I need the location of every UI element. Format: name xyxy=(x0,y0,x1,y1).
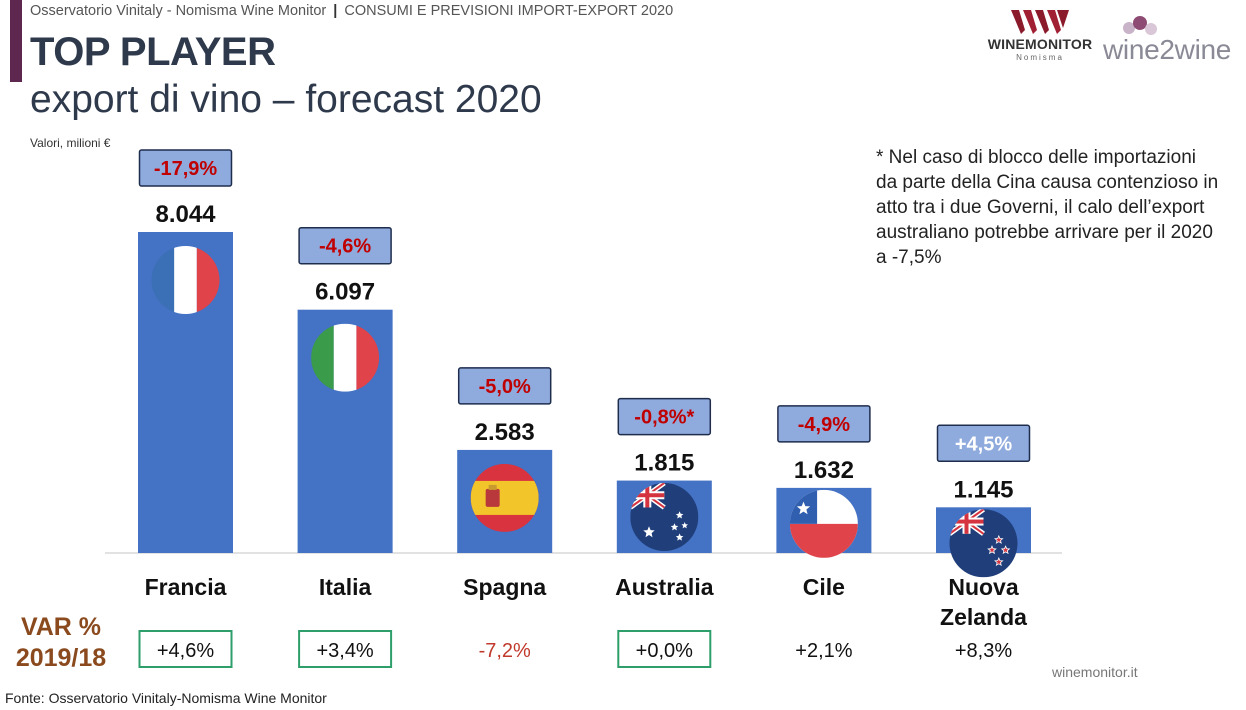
australia-flag-icon xyxy=(630,483,699,551)
footnote-text: * Nel caso di blocco delle importazioni … xyxy=(876,147,1219,268)
var-label: VAR % 2019/18 xyxy=(15,613,107,672)
italy-flag-icon xyxy=(311,323,380,392)
bar-value-label: 1.632 xyxy=(794,457,854,484)
bar-value-label: 8.044 xyxy=(155,201,216,228)
var-value-label: +8,3% xyxy=(955,640,1012,662)
forecast-change-label: +4,5% xyxy=(955,433,1012,455)
winemonitor-logo: WINEMONITOR Nomisma xyxy=(985,8,1095,62)
wine2wine-logo: wine2wine xyxy=(1103,14,1238,65)
france-flag-icon xyxy=(151,246,220,314)
page-title: TOP PLAYER xyxy=(30,30,276,74)
footer-site: winemonitor.it xyxy=(1052,664,1138,680)
category-label: Italia xyxy=(319,574,372,600)
new-zealand-flag-icon xyxy=(949,509,1018,578)
var-value-label: -7,2% xyxy=(479,640,531,662)
winemonitor-name: WINEMONITOR xyxy=(987,36,1093,52)
winemonitor-mark-icon xyxy=(1011,10,1069,34)
page-subtitle: export di vino – forecast 2020 xyxy=(30,78,542,121)
winemonitor-sub: Nomisma xyxy=(1016,53,1064,62)
units-label: Valori, milioni € xyxy=(30,136,111,150)
var-value-label: +0,0% xyxy=(636,640,693,662)
forecast-change-box xyxy=(457,367,552,405)
var-box xyxy=(138,630,233,668)
var-value-label: +3,4% xyxy=(316,640,373,662)
forecast-change-label: -4,6% xyxy=(319,236,371,258)
category-label: Francia xyxy=(145,574,227,600)
chile-flag-icon xyxy=(789,489,858,558)
category-label: Cile xyxy=(803,574,845,600)
category-label: Spagna xyxy=(463,574,546,600)
category-label: Australia xyxy=(615,574,714,600)
header-source-left: Osservatorio Vinitaly - Nomisma Wine Mon… xyxy=(30,3,327,19)
forecast-change-box xyxy=(298,226,392,265)
grape-dots-icon xyxy=(1123,16,1157,35)
forecast-change-box xyxy=(138,149,233,187)
bar-value-label: 2.583 xyxy=(475,419,535,446)
spain-flag-icon xyxy=(470,463,539,532)
forecast-change-label: -4,9% xyxy=(798,414,850,436)
var-box xyxy=(617,630,712,668)
bar-value-label: 1.145 xyxy=(953,476,1013,503)
bar-value-label: 6.097 xyxy=(315,279,375,306)
forecast-change-box xyxy=(617,397,712,436)
forecast-change-label: -0,8%* xyxy=(634,407,694,429)
category-label: Nuova xyxy=(948,574,1019,600)
var-value-label: +2,1% xyxy=(795,640,852,662)
category-label: Zelanda xyxy=(940,604,1027,630)
bar-value-label: 1.815 xyxy=(634,450,694,477)
var-value-label: +4,6% xyxy=(157,640,214,662)
accent-bar xyxy=(10,0,22,82)
header-source: Osservatorio Vinitaly - Nomisma Wine Mon… xyxy=(30,3,673,19)
header-source-right: CONSUMI E PREVISIONI IMPORT-EXPORT 2020 xyxy=(344,3,674,19)
forecast-change-box xyxy=(936,424,1031,463)
forecast-change-label: -17,9% xyxy=(154,158,218,180)
var-box xyxy=(298,630,393,668)
forecast-change-label: -5,0% xyxy=(479,376,531,398)
header-separator: | xyxy=(333,3,338,19)
forecast-change-box xyxy=(777,405,871,443)
footer-source: Fonte: Osservatorio Vinitaly-Nomisma Win… xyxy=(5,690,327,706)
wine2wine-wordmark: wine2wine xyxy=(1103,34,1232,65)
